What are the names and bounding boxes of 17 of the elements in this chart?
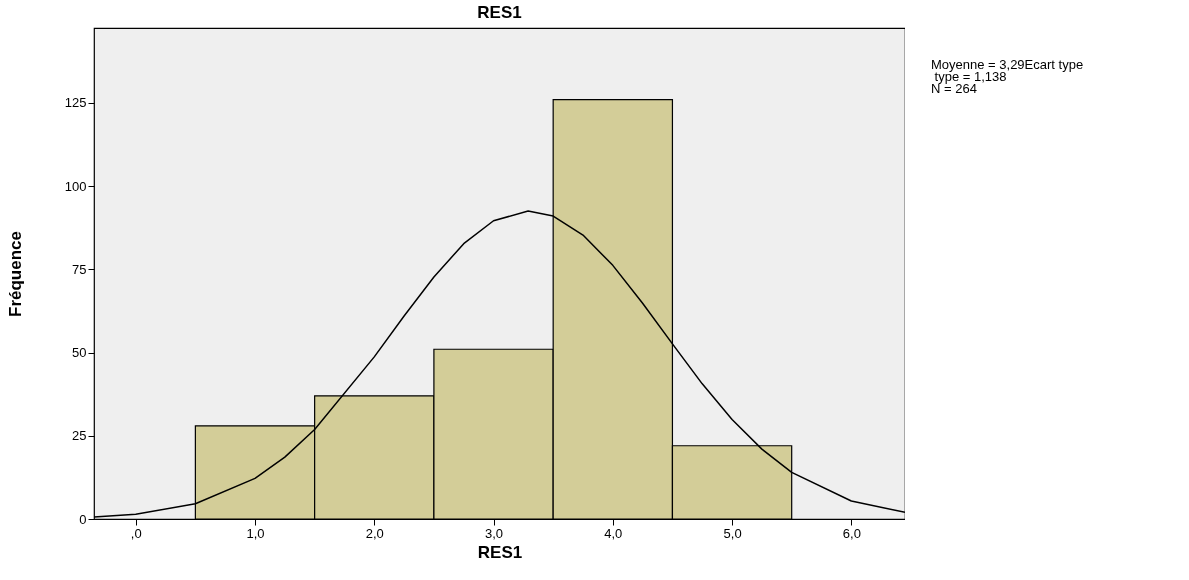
x-tick-label: ,0 <box>130 525 142 541</box>
y-tick-label: 0 <box>79 511 87 527</box>
x-tick-label: 3,0 <box>485 525 504 541</box>
x-tick-label: 5,0 <box>723 525 742 541</box>
x-tick-label: 2,0 <box>365 525 384 541</box>
x-tick-label: 6,0 <box>842 525 861 541</box>
y-axis-title: Fréquence <box>5 231 25 317</box>
y-tick-label: 100 <box>64 178 87 194</box>
y-tick-label: 125 <box>64 95 87 111</box>
x-tick-label: 1,0 <box>246 525 265 541</box>
x-tick-label: 4,0 <box>604 525 623 541</box>
text: Moyenne = 3,29Ecart type <box>931 57 1084 72</box>
x-axis-title: RES1 <box>477 542 523 562</box>
chart-title: RES1 <box>477 3 522 22</box>
y-tick-label: 75 <box>72 261 87 277</box>
y-tick-label: 50 <box>72 345 87 361</box>
y-tick-label: 25 <box>72 428 87 444</box>
